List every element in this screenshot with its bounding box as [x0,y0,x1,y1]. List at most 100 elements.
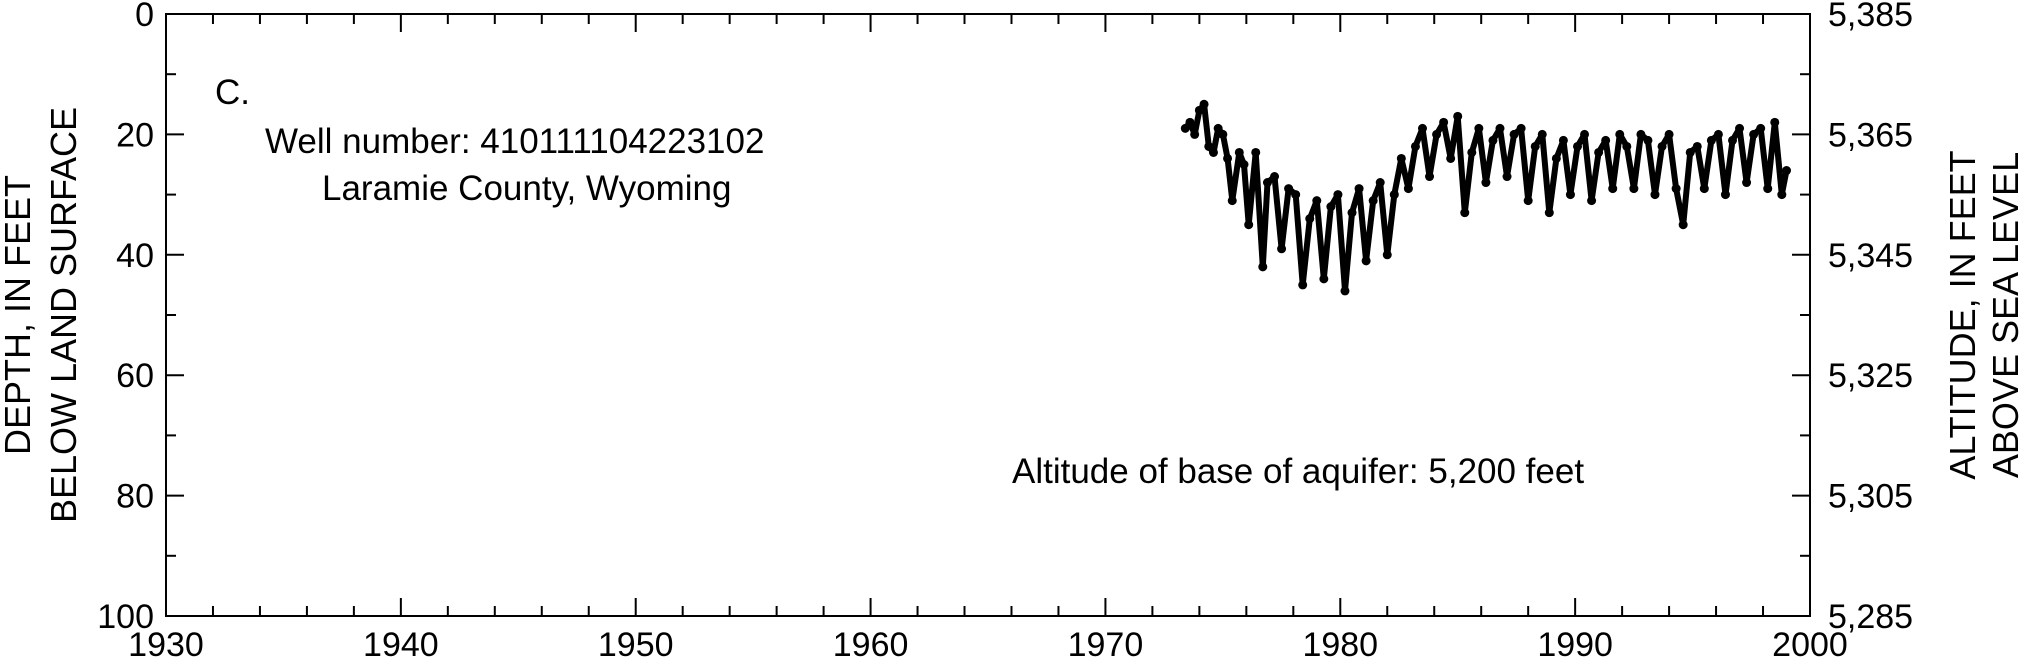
data-series [1180,99,1792,296]
data-point [1664,129,1674,139]
data-point [1432,129,1442,139]
data-point [1417,123,1427,133]
data-point [1735,123,1745,133]
data-point [1587,196,1597,206]
data-point [1502,172,1512,182]
y-left-tick-label: 80 [116,478,154,516]
data-point [1509,129,1519,139]
data-point [1685,147,1695,157]
y-left-tick-label: 20 [116,116,154,154]
x-tick-label: 2000 [1772,626,1848,657]
plot-frame [165,13,1811,617]
data-point [1622,141,1632,151]
data-point [1410,141,1420,151]
data-point [1354,184,1364,194]
data-point [1403,184,1413,194]
data-point [1244,220,1254,230]
data-point [1305,214,1315,224]
data-point [1488,135,1498,145]
data-point [1727,135,1737,145]
data-point [1782,166,1792,176]
y-right-tick-label: 5,365 [1828,116,1913,154]
ylabel-left-line1: DEPTH, IN FEET [0,175,38,455]
data-point [1467,147,1477,157]
data-point [1446,153,1456,163]
ylabel-right-line1: ALTITUDE, IN FEET [1942,150,1983,479]
data-point [1671,184,1681,194]
data-point [1333,190,1343,200]
data-point [1298,280,1308,290]
data-point [1516,123,1526,133]
data-point [1770,117,1780,127]
tick-labels: 1930 1940 1950 1960 1970 1980 1990 2000 0 20 40 60 8… [97,0,1913,657]
y-left-tick-label: 60 [116,357,154,395]
data-point [1615,129,1625,139]
data-point [1319,274,1329,284]
data-point [1763,184,1773,194]
data-point [1523,196,1533,206]
data-point [1481,178,1491,188]
data-point [1340,286,1350,296]
data-point [1368,196,1378,206]
data-point [1258,262,1268,272]
data-point [1199,99,1209,109]
data-point [1277,244,1287,254]
data-point [1742,178,1752,188]
data-point [1375,178,1385,188]
data-point [1262,178,1272,188]
data-point [1227,196,1237,206]
data-point [1530,141,1540,151]
data-point [1474,123,1484,133]
data-point [1389,190,1399,200]
ylabel-left-line2: BELOW LAND SURFACE [43,107,84,523]
data-point [1208,147,1218,157]
data-point [1643,135,1653,145]
data-point [1396,153,1406,163]
data-point [1777,190,1787,200]
x-tick-label: 1980 [1302,626,1378,657]
data-point [1234,147,1244,157]
data-point [1544,208,1554,218]
y-right-tick-label: 5,285 [1828,598,1913,636]
data-point [1239,160,1249,169]
data-point [1312,196,1322,206]
data-point [1601,135,1611,145]
well-label: Well number: 410111104223102 [265,122,764,161]
data-point [1565,190,1575,200]
data-point [1382,250,1392,260]
data-point [1699,184,1709,194]
data-point [1749,129,1759,139]
data-point [1326,202,1336,212]
data-point [1185,117,1195,127]
series-line [1182,101,1790,294]
y-left-tick-label: 0 [135,0,154,34]
data-point [1580,129,1590,139]
data-point [1636,129,1646,139]
y-left-tick-label: 40 [116,237,154,275]
data-point [1218,129,1228,139]
y-right-tick-label: 5,385 [1828,0,1913,34]
location-label: Laramie County, Wyoming [322,169,731,208]
data-point [1572,141,1582,151]
data-point [1756,123,1766,133]
data-point [1594,147,1604,157]
data-point [1460,208,1470,218]
y-right-tick-label: 5,345 [1828,237,1913,275]
y-right-tick-label: 5,305 [1828,478,1913,516]
data-point [1706,135,1716,145]
data-point [1291,190,1301,200]
x-tick-label: 1970 [1068,626,1144,657]
ylabel-right-line2: ABOVE SEA LEVEL [1985,152,2026,478]
x-tick-label: 1940 [363,626,439,657]
data-point [1284,184,1294,194]
x-tick-label: 1960 [833,626,909,657]
data-point [1251,147,1261,157]
x-tick-label: 1930 [128,626,204,657]
y-right-tick-label: 5,325 [1828,357,1913,395]
data-point [1347,208,1357,218]
data-point [1495,123,1505,133]
x-tick-label: 1950 [598,626,674,657]
data-point [1439,117,1449,127]
data-point [1537,129,1547,139]
